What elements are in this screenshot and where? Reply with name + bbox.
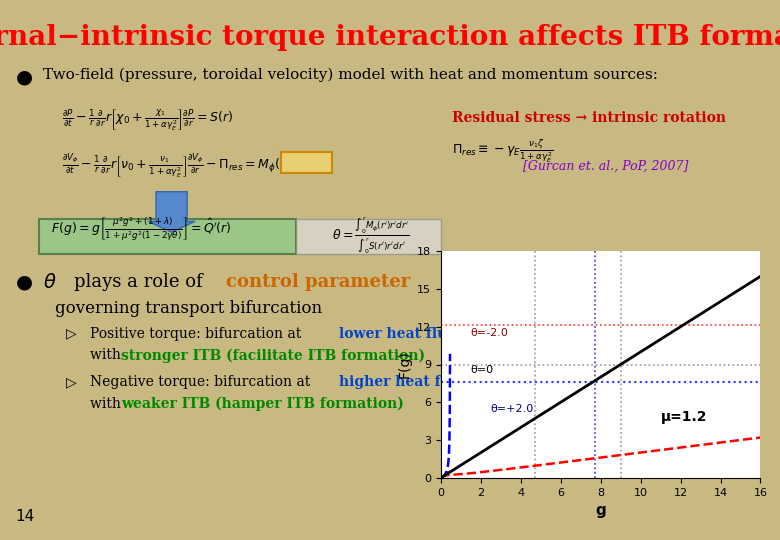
Text: Positive torque: bifurcation at: Positive torque: bifurcation at bbox=[90, 327, 305, 341]
Text: μ=1.2: μ=1.2 bbox=[661, 410, 707, 424]
Text: $\frac{\partial V_\phi}{\partial t} - \frac{1}{r}\frac{\partial}{\partial r}r\le: $\frac{\partial V_\phi}{\partial t} - \f… bbox=[62, 151, 291, 180]
X-axis label: g: g bbox=[595, 503, 606, 518]
Text: External−intrinsic torque interaction affects ITB formation: External−intrinsic torque interaction af… bbox=[0, 24, 780, 51]
FancyArrow shape bbox=[148, 192, 195, 232]
Text: ●: ● bbox=[16, 273, 33, 292]
Text: plays a role of: plays a role of bbox=[74, 273, 208, 291]
Text: higher heat flux: higher heat flux bbox=[339, 375, 465, 389]
Y-axis label: F(g): F(g) bbox=[397, 350, 411, 379]
FancyBboxPatch shape bbox=[39, 219, 296, 254]
Text: $F(g) = g\left[\frac{\mu^2 g^2 + (1+\lambda)}{1+\mu^2 g^2(1-2\gamma\theta)}\righ: $F(g) = g\left[\frac{\mu^2 g^2 + (1+\lam… bbox=[51, 215, 232, 244]
Text: $\theta = \frac{\int_0^r M_\phi(r^\prime)r^\prime dr^\prime}{\int_0^r S(r^\prime: $\theta = \frac{\int_0^r M_\phi(r^\prime… bbox=[332, 215, 410, 256]
Text: $\theta$: $\theta$ bbox=[43, 273, 56, 292]
Text: [Gurcan et. al., PoP, 2007]: [Gurcan et. al., PoP, 2007] bbox=[523, 159, 688, 172]
Text: ▷: ▷ bbox=[66, 375, 77, 389]
FancyBboxPatch shape bbox=[296, 219, 441, 254]
Text: Residual stress → intrinsic rotation: Residual stress → intrinsic rotation bbox=[452, 111, 726, 125]
Text: θ=0: θ=0 bbox=[470, 366, 494, 375]
Text: θ=+2.0: θ=+2.0 bbox=[491, 404, 534, 414]
Text: control parameter: control parameter bbox=[226, 273, 410, 291]
Text: with: with bbox=[90, 348, 125, 362]
FancyBboxPatch shape bbox=[281, 152, 332, 173]
Text: Negative torque: bifurcation at: Negative torque: bifurcation at bbox=[90, 375, 314, 389]
Text: $\frac{\partial P}{\partial t} - \frac{1}{r}\frac{\partial}{\partial r}r\left[\c: $\frac{\partial P}{\partial t} - \frac{1… bbox=[62, 108, 234, 133]
Text: weaker ITB (hamper ITB formation): weaker ITB (hamper ITB formation) bbox=[121, 397, 404, 411]
Text: $\Pi_{res} \equiv -\gamma_E \frac{\nu_1 \zeta}{1+\alpha\gamma_E^2}$: $\Pi_{res} \equiv -\gamma_E \frac{\nu_1 … bbox=[452, 138, 554, 165]
Text: with: with bbox=[90, 397, 125, 411]
Text: stronger ITB (facilitate ITB formation): stronger ITB (facilitate ITB formation) bbox=[121, 348, 425, 363]
Text: Two-field (pressure, toroidal velocity) model with heat and momentum sources:: Two-field (pressure, toroidal velocity) … bbox=[43, 68, 658, 82]
Text: lower heat flux: lower heat flux bbox=[339, 327, 456, 341]
Text: ●: ● bbox=[16, 68, 33, 86]
Text: governing transport bifurcation: governing transport bifurcation bbox=[55, 300, 321, 316]
Text: ▷: ▷ bbox=[66, 327, 77, 341]
Text: θ=-2.0: θ=-2.0 bbox=[470, 328, 509, 338]
Text: 14: 14 bbox=[16, 509, 35, 524]
